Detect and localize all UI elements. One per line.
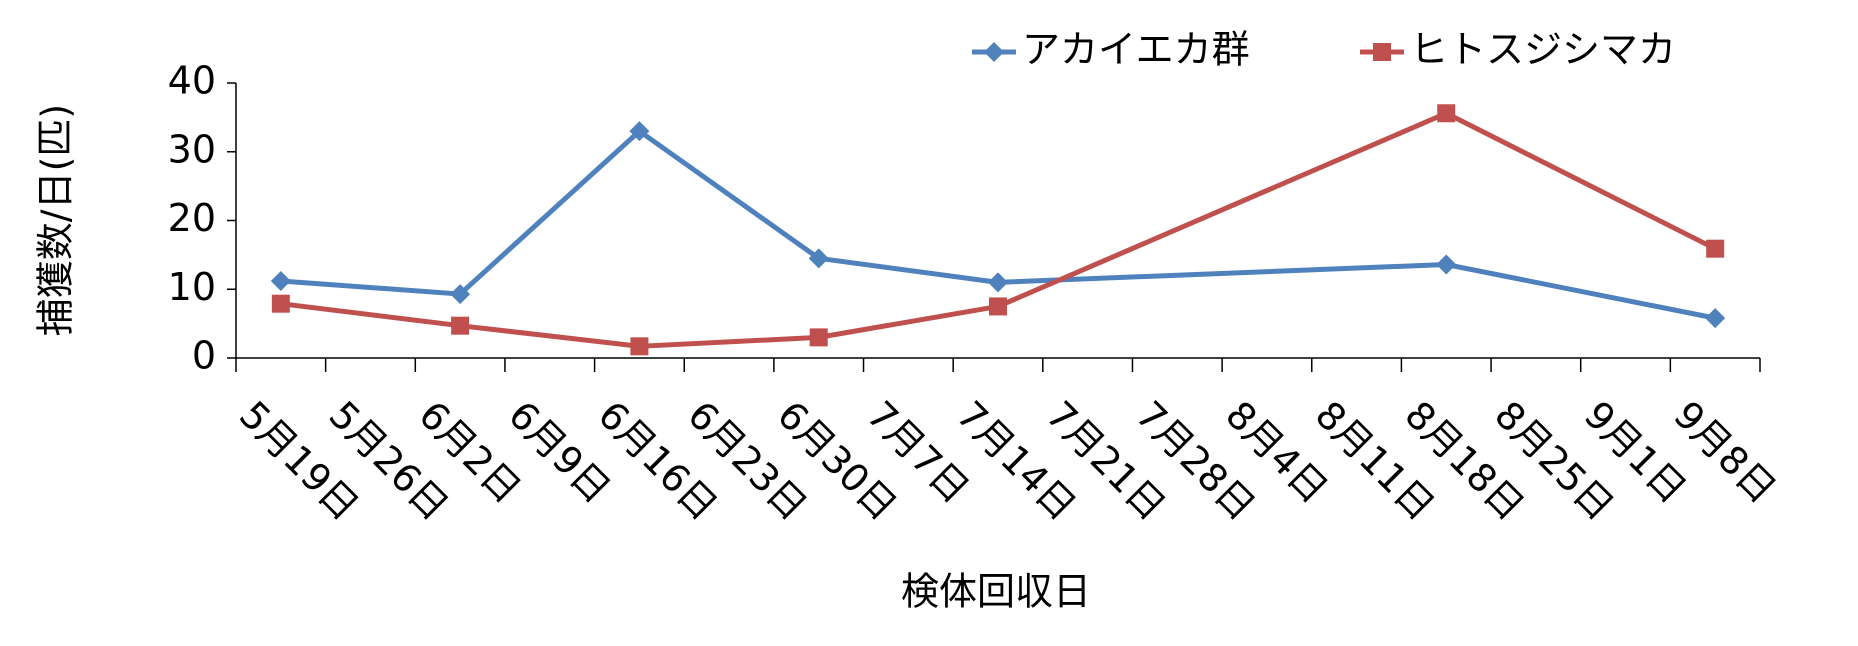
marker [271,294,290,313]
legend-label: アカイエカ群 [1022,28,1250,72]
y-axis-title: 捕獲数/日(匹) [34,104,78,336]
marker [630,337,649,356]
marker [989,297,1007,316]
marker [451,316,470,335]
marker [450,284,471,305]
marker [984,42,1004,62]
marker [809,328,828,347]
marker [1706,239,1725,258]
marker [1373,43,1391,61]
marker [988,272,1008,293]
y-tick-label: 30 [168,127,216,171]
x-axis-title: 検体回収日 [901,570,1091,614]
x-tick-label: 9月8日 [1665,393,1784,512]
y-tick-label: 0 [192,334,216,378]
legend-label: ヒトスジシマカ [1410,28,1676,72]
marker [270,271,291,291]
marker [1705,308,1726,329]
marker [629,121,650,142]
y-tick-label: 10 [168,265,216,309]
x-tick-label: 6月9日 [500,393,619,512]
y-tick-label: 20 [168,196,216,240]
marker [1436,254,1457,275]
marker [808,248,829,269]
y-tick-label: 40 [168,59,216,103]
marker [1437,104,1456,123]
